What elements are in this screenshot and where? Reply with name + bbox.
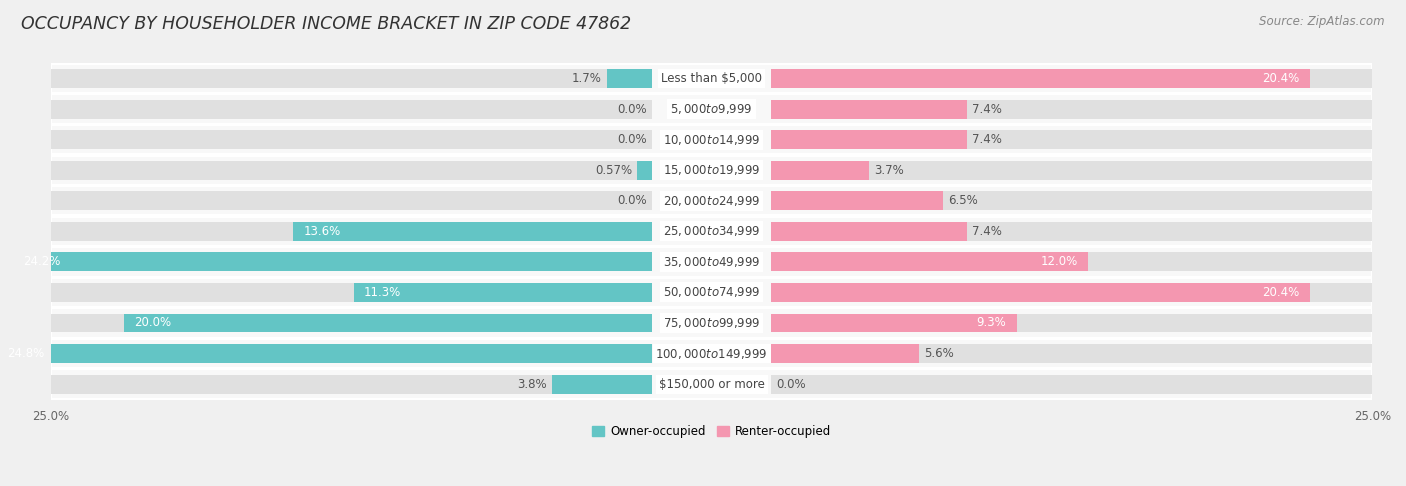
Text: $75,000 to $99,999: $75,000 to $99,999 xyxy=(664,316,761,330)
Bar xyxy=(607,69,652,88)
Bar xyxy=(770,283,1310,302)
Text: 9.3%: 9.3% xyxy=(977,316,1007,330)
Bar xyxy=(770,313,1372,332)
Bar xyxy=(51,130,652,149)
Bar xyxy=(51,344,652,363)
Text: $150,000 or more: $150,000 or more xyxy=(659,378,765,391)
Text: 0.0%: 0.0% xyxy=(617,103,647,116)
Bar xyxy=(51,283,652,302)
Text: $50,000 to $74,999: $50,000 to $74,999 xyxy=(664,285,761,299)
Text: 5.6%: 5.6% xyxy=(925,347,955,360)
Bar xyxy=(770,222,1372,241)
Text: 24.8%: 24.8% xyxy=(7,347,45,360)
Bar xyxy=(770,222,967,241)
Bar xyxy=(770,161,1372,180)
FancyBboxPatch shape xyxy=(51,125,1372,155)
Bar xyxy=(51,252,652,271)
Bar xyxy=(51,313,652,332)
FancyBboxPatch shape xyxy=(51,64,1372,93)
Text: 11.3%: 11.3% xyxy=(364,286,401,299)
FancyBboxPatch shape xyxy=(51,308,1372,338)
Text: $5,000 to $9,999: $5,000 to $9,999 xyxy=(671,102,754,116)
Bar xyxy=(51,161,652,180)
Bar xyxy=(770,191,943,210)
Bar xyxy=(770,283,1372,302)
Text: $15,000 to $19,999: $15,000 to $19,999 xyxy=(664,163,761,177)
FancyBboxPatch shape xyxy=(51,369,1372,399)
Text: Less than $5,000: Less than $5,000 xyxy=(661,72,762,85)
Text: OCCUPANCY BY HOUSEHOLDER INCOME BRACKET IN ZIP CODE 47862: OCCUPANCY BY HOUSEHOLDER INCOME BRACKET … xyxy=(21,15,631,33)
Bar xyxy=(770,69,1310,88)
Text: 6.5%: 6.5% xyxy=(948,194,979,208)
Text: 3.7%: 3.7% xyxy=(875,164,904,177)
FancyBboxPatch shape xyxy=(51,217,1372,246)
Text: 1.7%: 1.7% xyxy=(572,72,602,85)
Bar xyxy=(13,252,652,271)
Text: 12.0%: 12.0% xyxy=(1040,256,1078,268)
FancyBboxPatch shape xyxy=(51,339,1372,368)
Text: 24.2%: 24.2% xyxy=(24,256,60,268)
Text: 13.6%: 13.6% xyxy=(304,225,340,238)
Text: $100,000 to $149,999: $100,000 to $149,999 xyxy=(655,347,768,361)
FancyBboxPatch shape xyxy=(51,278,1372,307)
Bar xyxy=(770,161,869,180)
Bar xyxy=(51,191,652,210)
Bar xyxy=(770,313,1017,332)
Text: $20,000 to $24,999: $20,000 to $24,999 xyxy=(664,194,761,208)
Text: $25,000 to $34,999: $25,000 to $34,999 xyxy=(664,225,761,238)
Bar xyxy=(770,130,1372,149)
FancyBboxPatch shape xyxy=(51,156,1372,185)
Bar xyxy=(124,313,652,332)
Text: 0.0%: 0.0% xyxy=(617,133,647,146)
Text: 3.8%: 3.8% xyxy=(517,378,547,391)
Bar xyxy=(770,69,1372,88)
Bar xyxy=(770,375,1372,394)
Text: 7.4%: 7.4% xyxy=(972,103,1002,116)
Text: 20.4%: 20.4% xyxy=(1263,72,1299,85)
FancyBboxPatch shape xyxy=(51,186,1372,215)
Text: 0.57%: 0.57% xyxy=(595,164,631,177)
Bar xyxy=(770,344,1372,363)
Bar xyxy=(770,100,967,119)
Text: 20.4%: 20.4% xyxy=(1263,286,1299,299)
Bar xyxy=(770,100,1372,119)
Bar xyxy=(770,252,1088,271)
Bar xyxy=(353,283,652,302)
Legend: Owner-occupied, Renter-occupied: Owner-occupied, Renter-occupied xyxy=(588,420,837,443)
Bar xyxy=(51,375,652,394)
Bar xyxy=(770,191,1372,210)
Bar xyxy=(551,375,652,394)
Bar xyxy=(51,69,652,88)
FancyBboxPatch shape xyxy=(51,94,1372,124)
Text: 7.4%: 7.4% xyxy=(972,225,1002,238)
Text: Source: ZipAtlas.com: Source: ZipAtlas.com xyxy=(1260,15,1385,28)
Bar xyxy=(0,344,652,363)
Text: $35,000 to $49,999: $35,000 to $49,999 xyxy=(664,255,761,269)
Bar xyxy=(51,222,652,241)
Bar xyxy=(292,222,652,241)
Bar xyxy=(770,130,967,149)
Bar xyxy=(770,344,920,363)
Bar xyxy=(637,161,652,180)
Bar xyxy=(770,252,1372,271)
Bar xyxy=(51,100,652,119)
Text: $10,000 to $14,999: $10,000 to $14,999 xyxy=(664,133,761,147)
Text: 7.4%: 7.4% xyxy=(972,133,1002,146)
Text: 20.0%: 20.0% xyxy=(134,316,172,330)
Text: 0.0%: 0.0% xyxy=(776,378,806,391)
FancyBboxPatch shape xyxy=(51,247,1372,277)
Text: 0.0%: 0.0% xyxy=(617,194,647,208)
